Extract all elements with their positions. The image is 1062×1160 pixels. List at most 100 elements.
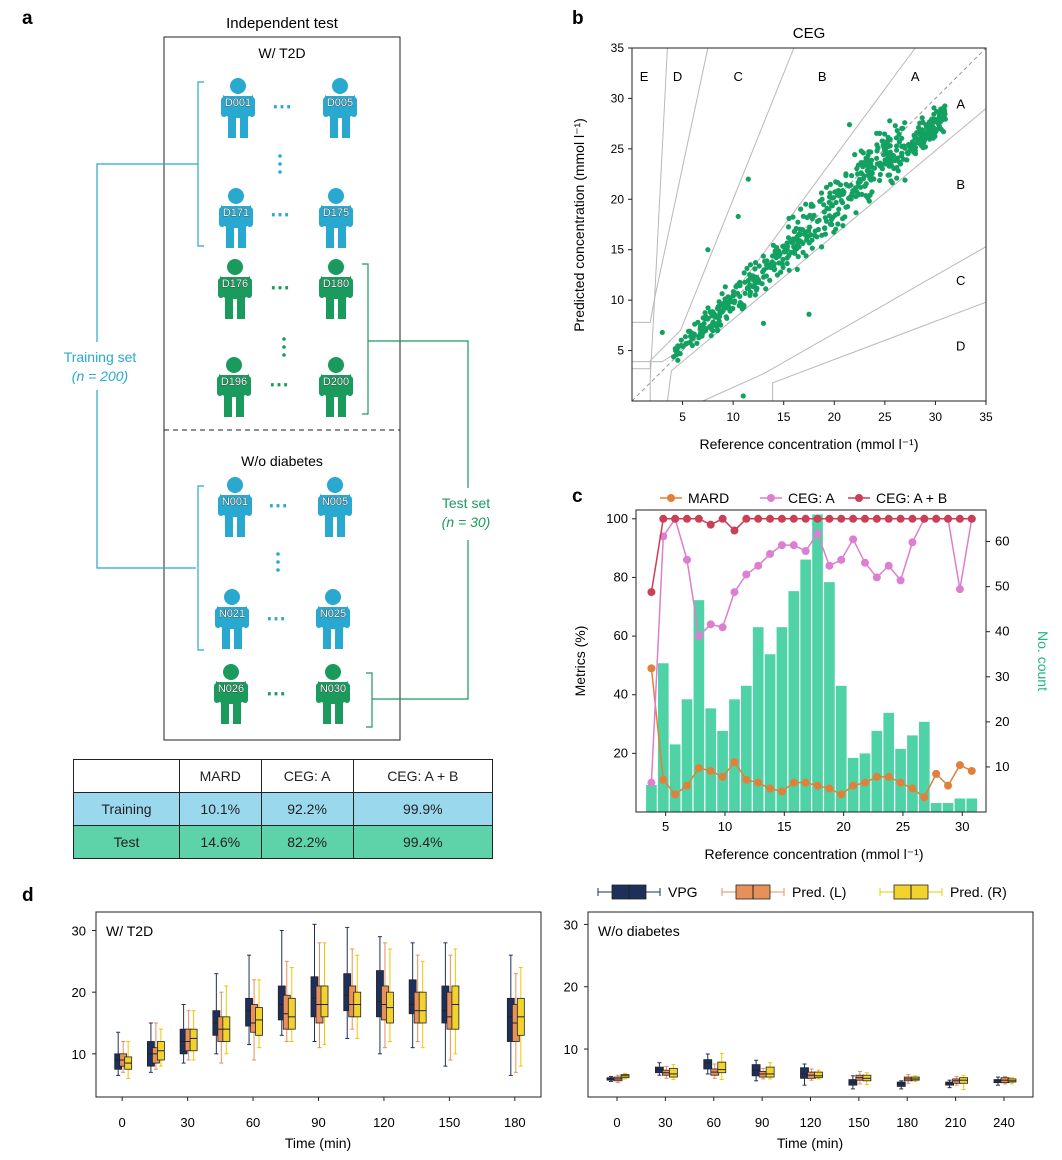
- person-body: [322, 682, 344, 704]
- ceg-point: [675, 357, 681, 363]
- person-arm-right: [245, 376, 251, 396]
- legend-label: CEG: A + B: [876, 490, 947, 506]
- person-body: [325, 375, 347, 397]
- zone-label: C: [956, 273, 965, 288]
- x-tick-label: 0: [613, 1115, 620, 1130]
- series-point: [718, 514, 727, 523]
- ceg-point: [929, 116, 935, 122]
- vertical-dot: [276, 560, 280, 564]
- x-tick-label: 210: [945, 1115, 967, 1130]
- table-header-cell: CEG: A + B: [352, 759, 494, 793]
- ceg-point: [843, 172, 849, 179]
- ceg-point: [723, 299, 729, 305]
- person-leg-left: [226, 226, 234, 248]
- person-arm-right: [346, 496, 352, 516]
- y-tick-label: 10: [564, 1042, 578, 1057]
- count-bar: [966, 798, 978, 812]
- series-point: [647, 588, 656, 597]
- ceg-point: [836, 191, 843, 197]
- series-point: [860, 558, 869, 567]
- ceg-point: [824, 205, 830, 212]
- ceg-point: [833, 199, 839, 206]
- person-arm-right: [243, 608, 249, 628]
- count-bar: [717, 730, 728, 812]
- test-set-n: (n = 30): [442, 514, 491, 530]
- series-point: [884, 514, 893, 523]
- panel-a-label: a: [22, 8, 33, 29]
- ceg-point: [708, 309, 714, 315]
- y-tick-label: 5: [617, 344, 624, 358]
- person-leg-right: [338, 297, 346, 319]
- series-point: [659, 514, 668, 523]
- ceg-point: [688, 330, 694, 336]
- ceg-point: [879, 166, 886, 172]
- ceg-point: [915, 125, 922, 131]
- ceg-point: [763, 286, 769, 292]
- x-tick-label: 5: [679, 410, 686, 424]
- ceg-point: [928, 123, 935, 129]
- ceg-point: [902, 177, 908, 183]
- ceg-point: [830, 214, 836, 220]
- boxplot-no-diabetes-frame: [587, 911, 1034, 1098]
- ceg-point: [886, 172, 893, 178]
- results-table: MARD CEG: A CEG: A + B Training 10.1% 92…: [73, 759, 494, 859]
- ceg-point: [705, 247, 711, 253]
- person-arm-right: [246, 496, 252, 516]
- series-point: [742, 570, 751, 579]
- vertical-dot: [278, 170, 282, 174]
- ceg-point: [874, 155, 880, 161]
- y-tick-label-right: 60: [995, 534, 1009, 549]
- x-tick-label: 35: [979, 410, 993, 424]
- ceg-points: [659, 103, 949, 399]
- count-bar: [907, 735, 918, 812]
- ceg-point: [869, 189, 875, 195]
- person-icon: D180: [319, 259, 353, 319]
- ceg-point: [933, 117, 940, 123]
- series-point: [706, 766, 715, 775]
- series-point: [955, 761, 964, 770]
- person-icon: D171: [219, 188, 253, 248]
- ceg-point: [874, 130, 880, 136]
- person-leg-left: [326, 395, 334, 417]
- ceg-point: [705, 305, 711, 311]
- zone-label: B: [956, 177, 965, 192]
- panel-c-xlabel: Reference concentration (mmol l⁻¹): [704, 846, 923, 862]
- ceg-point: [832, 189, 838, 195]
- vertical-dot: [278, 154, 282, 158]
- x-tick-label: 240: [993, 1115, 1015, 1130]
- series-point: [647, 664, 656, 673]
- ceg-point: [675, 343, 681, 349]
- series-point: [860, 514, 869, 523]
- ceg-point: [764, 258, 770, 264]
- person-id: D001: [225, 97, 251, 109]
- series-line: [650, 517, 972, 593]
- box-body: [717, 1061, 727, 1074]
- person-leg-right: [237, 515, 245, 537]
- zone-label: D: [956, 339, 965, 354]
- ceg-point: [760, 320, 767, 326]
- x-tick-label: 60: [246, 1115, 260, 1130]
- person-body: [227, 96, 249, 118]
- zone-line: [702, 246, 987, 402]
- ceg-point: [936, 123, 943, 129]
- person-arm-right: [246, 278, 252, 298]
- series-point: [671, 790, 680, 799]
- count-bar: [942, 802, 954, 812]
- ceg-point: [731, 300, 737, 306]
- ceg-point: [708, 333, 714, 339]
- ellipsis-icon: ⋯: [268, 495, 288, 517]
- ceg-point: [861, 160, 867, 166]
- ceg-point: [823, 184, 830, 190]
- series-point: [908, 784, 917, 793]
- ceg-point: [678, 337, 684, 343]
- person-body: [329, 96, 351, 118]
- series-point: [694, 764, 703, 773]
- ceg-point: [900, 156, 906, 162]
- series-point: [694, 514, 703, 523]
- ceg-point: [700, 329, 706, 335]
- ceg-point: [894, 175, 900, 181]
- ceg-point: [818, 190, 825, 196]
- ceg-point: [803, 253, 809, 259]
- ceg-point: [853, 185, 859, 191]
